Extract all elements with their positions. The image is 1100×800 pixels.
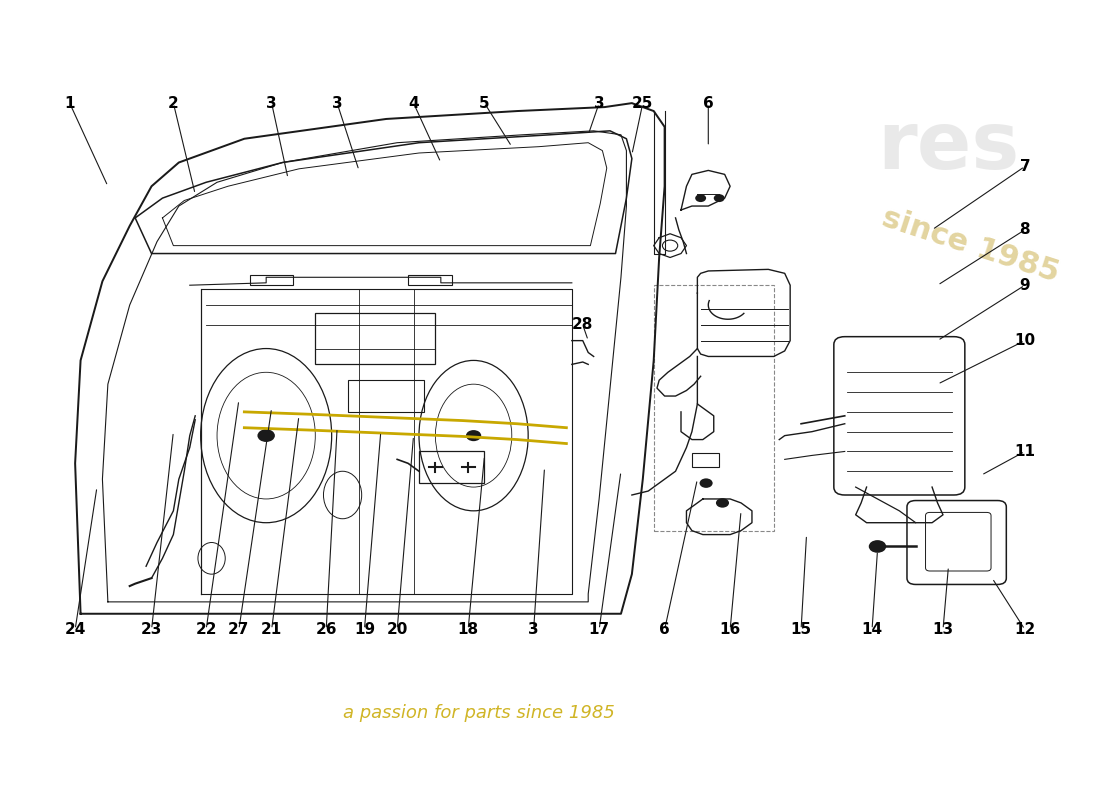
Circle shape: [716, 498, 729, 508]
Text: 18: 18: [458, 622, 478, 637]
Text: 3: 3: [332, 96, 342, 110]
Text: 19: 19: [354, 622, 375, 637]
Text: 24: 24: [65, 622, 86, 637]
Circle shape: [466, 430, 481, 441]
Text: since 1985: since 1985: [878, 203, 1063, 288]
Text: 1: 1: [65, 96, 75, 110]
Text: 28: 28: [572, 318, 593, 332]
Text: 10: 10: [1014, 333, 1035, 348]
Text: a passion for parts since 1985: a passion for parts since 1985: [343, 704, 615, 722]
Text: 12: 12: [1014, 622, 1035, 637]
Text: 20: 20: [386, 622, 408, 637]
Text: 21: 21: [261, 622, 283, 637]
Text: 14: 14: [861, 622, 882, 637]
Circle shape: [714, 194, 725, 202]
Circle shape: [695, 194, 706, 202]
Text: 16: 16: [719, 622, 740, 637]
Text: 2: 2: [168, 96, 178, 110]
Text: 11: 11: [1014, 444, 1035, 459]
Text: 25: 25: [632, 96, 653, 110]
Circle shape: [257, 430, 275, 442]
Text: 13: 13: [933, 622, 954, 637]
Text: res: res: [877, 108, 1020, 186]
Text: 4: 4: [408, 96, 419, 110]
Text: 3: 3: [266, 96, 277, 110]
Text: 22: 22: [196, 622, 217, 637]
Text: 6: 6: [659, 622, 670, 637]
Text: 3: 3: [528, 622, 539, 637]
Text: 17: 17: [588, 622, 609, 637]
Text: 3: 3: [594, 96, 604, 110]
Text: 9: 9: [1020, 278, 1031, 293]
Text: 23: 23: [141, 622, 162, 637]
Text: 27: 27: [228, 622, 250, 637]
Text: 5: 5: [480, 96, 490, 110]
Text: 15: 15: [791, 622, 812, 637]
Text: 26: 26: [316, 622, 337, 637]
Text: 8: 8: [1020, 222, 1031, 238]
Circle shape: [869, 540, 887, 553]
Text: 7: 7: [1020, 159, 1031, 174]
Text: 6: 6: [703, 96, 714, 110]
Circle shape: [700, 478, 713, 488]
